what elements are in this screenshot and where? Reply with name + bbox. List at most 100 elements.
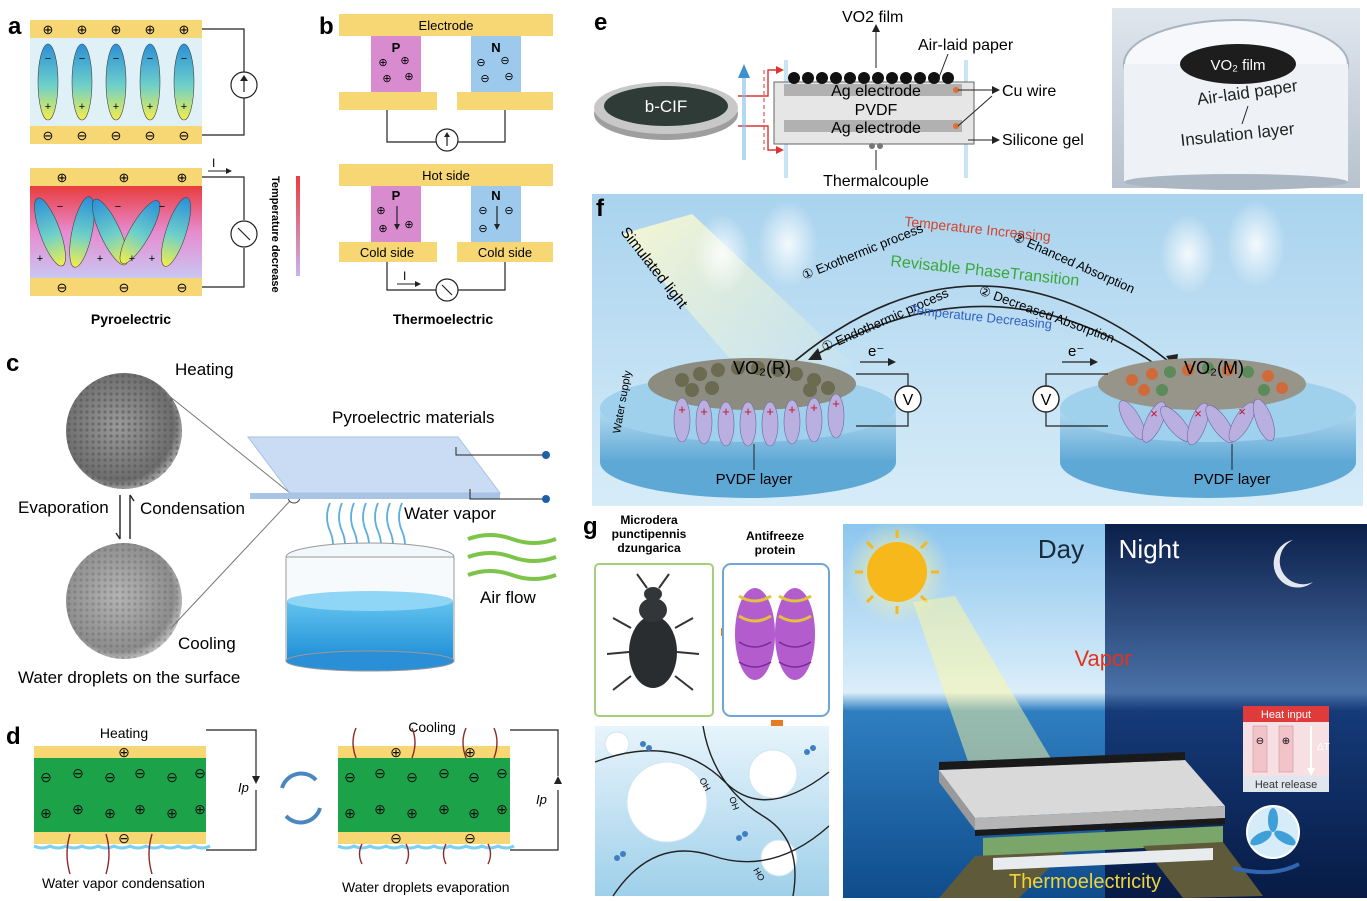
dis-minus-2: −: [115, 201, 121, 213]
vo2-m-label: VO₂(M): [1184, 358, 1244, 378]
panel-letter-f: f: [596, 195, 605, 222]
beetle-label-1: Microdera: [620, 513, 678, 527]
vo2-film-label: VO2 film: [842, 9, 903, 26]
delta-t-label: ΔT: [1317, 742, 1330, 753]
svg-text:⊕: ⊕: [376, 205, 385, 217]
panel-letter-a: a: [8, 13, 22, 40]
svg-text:⊕: ⊕: [1282, 736, 1290, 747]
vapor-label-g: Vapor: [1074, 646, 1131, 671]
svg-text:×: ×: [1194, 406, 1202, 421]
photo-vo2-label: VO₂ film: [1211, 57, 1266, 74]
circ-minus-a5: ⊖: [179, 128, 190, 143]
dis-plus-2: +: [97, 253, 103, 265]
thermoelectricity-label: Thermoelectricity: [1009, 871, 1161, 893]
temperature-axis-label: Temperature decrease: [269, 176, 281, 293]
gel-pore-1: [626, 761, 708, 843]
svg-text:⊕: ⊕: [166, 805, 178, 821]
current-label-a: I: [212, 156, 215, 170]
svg-text:⊖: ⊖: [118, 830, 130, 846]
circ-minus-a4: ⊖: [145, 128, 156, 143]
dis-plus-1: +: [37, 253, 43, 265]
svg-text:⊕: ⊕: [400, 55, 409, 67]
silicone-gel-label: Silicone gel: [1002, 132, 1084, 149]
evaporation-caption: Water droplets evaporation: [342, 879, 510, 895]
svg-text:⊕: ⊕: [134, 801, 146, 817]
dipole-minus-2: −: [79, 53, 85, 65]
svg-text:⊕: ⊕: [464, 744, 476, 760]
svg-text:⊕: ⊕: [382, 73, 391, 85]
voltmeter-right-label: V: [1041, 392, 1052, 409]
air-flow-label: Air flow: [480, 588, 536, 607]
svg-text:⊖: ⊖: [390, 830, 402, 846]
protein-label-2: protein: [755, 543, 796, 557]
dipole-minus-1: −: [45, 53, 51, 65]
panel-a-caption: Pyroelectric: [91, 311, 171, 327]
circ-minus-a2: ⊖: [77, 128, 88, 143]
antifreeze-protein-icon: [735, 588, 815, 680]
svg-text:⊖: ⊖: [496, 765, 508, 781]
night-label: Night: [1119, 534, 1180, 564]
dipole-plus-5: +: [181, 101, 187, 113]
svg-text:⊖: ⊖: [478, 205, 487, 217]
thermocouple-label: Thermalcouple: [823, 173, 929, 190]
svg-text:⊕: ⊕: [378, 57, 387, 69]
circ-minus-a3: ⊖: [111, 128, 122, 143]
oh-label-2: OH: [727, 795, 741, 811]
svg-text:⊖: ⊖: [504, 71, 513, 83]
circ-plus-b2: ⊕: [119, 170, 130, 185]
svg-text:+: +: [744, 404, 752, 419]
heating-label-c: Heating: [175, 360, 234, 379]
pyro-plate: [247, 436, 501, 494]
svg-text:⊖: ⊖: [504, 205, 513, 217]
voltmeter-left-label: V: [903, 392, 914, 409]
svg-text:⊖: ⊖: [464, 830, 476, 846]
cooling-label-c: Cooling: [178, 634, 236, 653]
svg-text:⊕: ⊕: [118, 744, 130, 760]
dipole-plus-2: +: [79, 101, 85, 113]
cooling-label-d: Cooling: [408, 719, 455, 735]
panel-letter-e: e: [594, 9, 607, 36]
svg-text:⊖: ⊖: [468, 769, 480, 785]
svg-text:⊕: ⊕: [378, 223, 387, 235]
pvdf-label-e: PVDF: [855, 102, 898, 119]
ag-electrode-top: Ag electrode: [831, 83, 921, 100]
svg-text:+: +: [832, 396, 840, 411]
svg-text:⊖: ⊖: [40, 769, 52, 785]
droplets-caption: Water droplets on the surface: [18, 668, 240, 687]
panel-f: f Simulated light Temperature Increasing…: [592, 194, 1363, 506]
svg-text:⊖: ⊖: [104, 769, 116, 785]
dipoles-disordered: [34, 196, 191, 268]
dipole-plus-1: +: [45, 101, 51, 113]
circ-plus-a1: ⊕: [43, 22, 54, 37]
bcif-disc: [604, 86, 728, 126]
voltmeter-left-icon: [894, 385, 922, 413]
terminal-bottom: [542, 495, 550, 503]
svg-text:⊕: ⊕: [404, 71, 413, 83]
moon-icon: [1273, 540, 1313, 588]
svg-text:⊖: ⊖: [166, 769, 178, 785]
circ-plus-a3: ⊕: [111, 22, 122, 37]
svg-text:⊖: ⊖: [374, 765, 386, 781]
svg-text:⊖: ⊖: [194, 765, 206, 781]
ip-left: Ip: [238, 780, 249, 795]
svg-text:⊕: ⊕: [390, 744, 402, 760]
svg-text:⊕: ⊕: [374, 801, 386, 817]
svg-text:⊕: ⊕: [194, 801, 206, 817]
electron-right: e⁻: [1068, 343, 1084, 360]
bcif-label: b-CIF: [645, 97, 688, 116]
svg-text:⊕: ⊕: [72, 801, 84, 817]
thermoelectric-device: [939, 760, 1225, 818]
condensation-label: Condensation: [140, 499, 245, 518]
cold-side-right: Cold side: [478, 245, 532, 260]
svg-text:+: +: [678, 402, 686, 417]
panel-letter-b: b: [319, 13, 334, 40]
dis-plus-3: +: [129, 253, 135, 265]
cu-wire-label: Cu wire: [1002, 83, 1056, 100]
panel-b-caption: Thermoelectric: [393, 311, 494, 327]
p-label-top: P: [392, 40, 401, 55]
panel-a: a ⊕ ⊕ ⊕ ⊕ ⊕ ⊖ ⊖ ⊖ ⊖ ⊖ − − − − −: [0, 0, 300, 335]
heat-input-label: Heat input: [1261, 709, 1311, 721]
dipole-plus-4: +: [147, 101, 153, 113]
svg-text:×: ×: [1238, 404, 1246, 419]
heating-label-d: Heating: [100, 725, 148, 741]
